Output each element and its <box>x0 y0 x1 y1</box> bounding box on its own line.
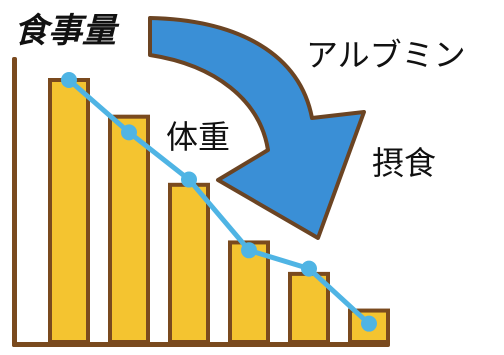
curved-down-arrow-icon <box>148 16 366 240</box>
bar-2 <box>108 114 150 345</box>
bar-3 <box>168 182 210 344</box>
label-albumin: アルブミン <box>306 36 466 74</box>
bar-group <box>48 78 390 345</box>
trend-point-2 <box>121 124 137 141</box>
bar-1 <box>48 78 90 344</box>
label-meal-amount: 食事量 <box>14 11 120 51</box>
trend-point-5 <box>301 260 317 277</box>
trend-point-6 <box>361 315 377 332</box>
label-body-weight: 体重 <box>166 118 230 156</box>
label-intake: 摂食 <box>372 144 436 182</box>
trend-point-group <box>61 72 377 332</box>
trend-point-1 <box>61 72 77 88</box>
y-axis <box>12 57 17 347</box>
trend-point-3 <box>181 171 197 188</box>
trend-point-4 <box>241 242 257 259</box>
bar-4 <box>228 240 270 344</box>
weight-trend-line <box>66 77 372 327</box>
